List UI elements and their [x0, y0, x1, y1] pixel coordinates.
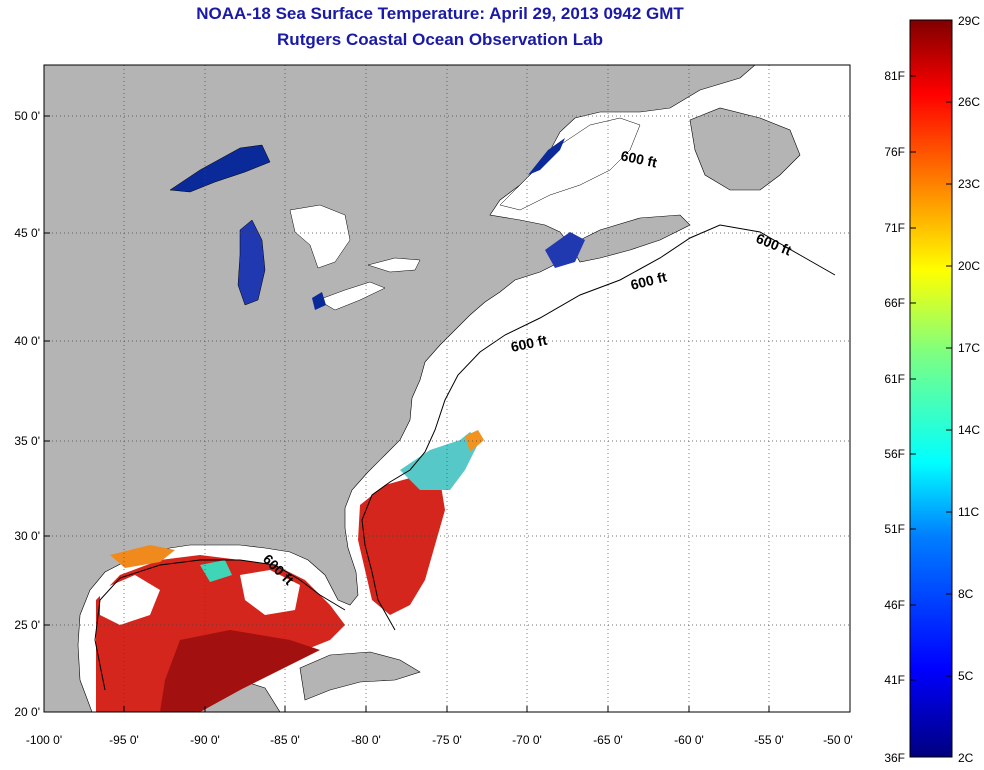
colorbar-ticks [910, 75, 952, 681]
lon-tick-label: -100 0' [26, 733, 62, 747]
gulf-orange-band [110, 545, 175, 568]
colorbar [909, 19, 953, 758]
lat-tick-label: 40 0' [14, 334, 40, 348]
lon-tick-label: -75 0' [432, 733, 462, 747]
colorbar-fahrenheit-label: 81F [884, 69, 905, 83]
bay-of-fundy-cold [545, 232, 585, 268]
atlantic-sst-cool [400, 432, 480, 490]
lat-tick-label: 25 0' [14, 618, 40, 632]
lake-superior [169, 144, 271, 193]
lon-tick-label: -85 0' [270, 733, 300, 747]
colorbar-celsius-label: 23C [958, 177, 980, 191]
gulf-shelf-contour [94, 559, 346, 691]
colorbar-fahrenheit-label: 46F [884, 598, 905, 612]
colorbar-fahrenheit-label: 36F [884, 751, 905, 765]
atlantic-sst-orange [465, 430, 484, 452]
colorbar-celsius-label: 26C [958, 95, 980, 109]
lake-michigan [237, 219, 266, 306]
lake-erie-cold [312, 292, 326, 310]
contour-label-1: 600 ft [619, 147, 658, 170]
contour-label-4: 600 ft [509, 332, 548, 355]
lake-huron [289, 204, 351, 269]
colorbar-celsius-label: 8C [958, 587, 974, 601]
lat-axis [44, 115, 50, 713]
land-nova-scotia [569, 214, 691, 263]
lat-tick-label: 30 0' [14, 529, 40, 543]
lon-tick-label: -95 0' [109, 733, 139, 747]
colorbar-fahrenheit-label: 76F [884, 145, 905, 159]
lat-tick-label: 20 0' [14, 705, 40, 719]
colorbar-fahrenheit-label: 61F [884, 372, 905, 386]
land-cuba [299, 651, 421, 701]
colorbar-celsius-label: 17C [958, 341, 980, 355]
lat-tick-label: 35 0' [14, 434, 40, 448]
colorbar-fahrenheit-label: 41F [884, 673, 905, 687]
lake-ontario [367, 257, 421, 273]
colorbar-celsius-label: 5C [958, 669, 974, 683]
colorbar-celsius-label: 11C [958, 505, 979, 519]
gulf-cool-patch [200, 560, 232, 582]
lon-tick-label: -70 0' [512, 733, 542, 747]
colorbar-celsius-label: 29C [958, 14, 980, 28]
colorbar-fahrenheit-label: 56F [884, 447, 905, 461]
st-lawrence-cold [528, 138, 565, 175]
colorbar-celsius-label: 14C [958, 423, 980, 437]
gulf-cloud-1 [100, 575, 160, 625]
colorbar-fahrenheit-label: 51F [884, 522, 905, 536]
lat-tick-label: 45 0' [14, 226, 40, 240]
atlantic-sst-warm [358, 478, 445, 615]
lat-tick-label: 50 0' [14, 109, 40, 123]
shelf-contour [361, 224, 836, 631]
colorbar-fahrenheit-label: 71F [884, 221, 905, 235]
land-newfoundland [689, 107, 801, 191]
map-subtitle: Rutgers Coastal Ocean Observation Lab [277, 30, 603, 49]
lake-erie [317, 281, 386, 311]
gulf-sst-deep [160, 630, 320, 712]
colorbar-celsius-label: 2C [958, 751, 974, 765]
map-title: NOAA-18 Sea Surface Temperature: April 2… [196, 4, 684, 23]
lon-tick-label: -50 0' [823, 733, 853, 747]
colorbar-fahrenheit-label: 66F [884, 296, 905, 310]
lon-tick-label: -55 0' [754, 733, 784, 747]
lon-tick-label: -60 0' [674, 733, 704, 747]
lon-axis [43, 706, 851, 712]
lon-tick-label: -65 0' [593, 733, 623, 747]
lon-tick-label: -80 0' [351, 733, 381, 747]
colorbar-celsius-label: 20C [958, 259, 980, 273]
lon-tick-label: -90 0' [190, 733, 220, 747]
